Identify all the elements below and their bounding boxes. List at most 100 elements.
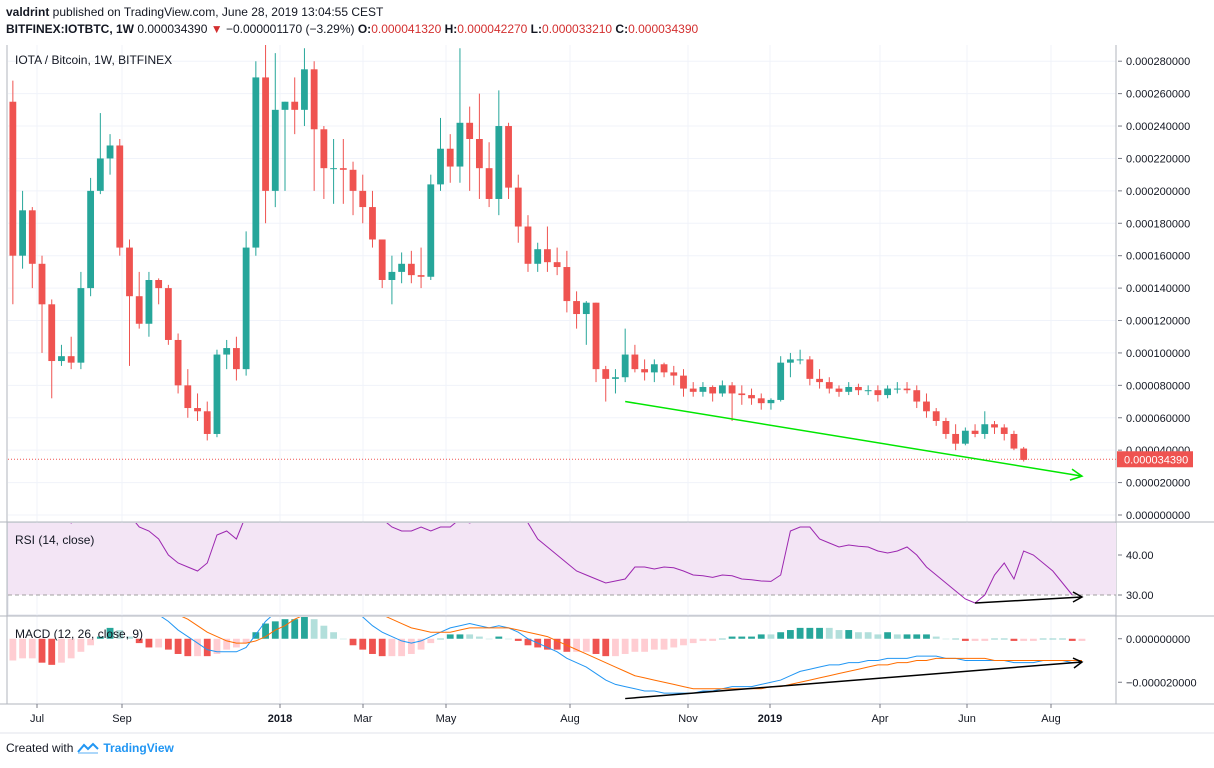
macd-histogram-bar <box>835 630 843 639</box>
time-axis-label: 2018 <box>268 713 292 725</box>
macd-histogram-bar <box>680 638 687 646</box>
symbol-line: BITFINEX:IOTBTC, 1W 0.000034390 ▼ −0.000… <box>6 21 1206 38</box>
macd-histogram-bar <box>475 636 483 639</box>
price-axis-label: 0.000180000 <box>1126 218 1190 230</box>
macd-divergence-arrowhead <box>1072 657 1084 669</box>
candle-up <box>106 145 114 159</box>
price-axis-label: 0.000240000 <box>1126 121 1190 133</box>
last-price-tag-label: 0.000034390 <box>1124 454 1188 466</box>
price-axis-label: 0.000120000 <box>1126 316 1190 328</box>
macd-histogram-bar <box>446 634 454 639</box>
macd-histogram-bar <box>582 638 590 652</box>
candle-up <box>621 354 629 378</box>
macd-histogram-bar <box>514 638 522 641</box>
macd-histogram-bar <box>310 619 318 639</box>
candle-down <box>806 359 814 379</box>
candle-up <box>437 148 444 185</box>
candle-down <box>816 378 823 383</box>
macd-histogram-bar <box>427 638 435 644</box>
macd-histogram-bar <box>660 638 668 650</box>
time-axis-label: 2019 <box>758 713 782 725</box>
candle-down <box>602 369 610 379</box>
price-axis-label: 0.000140000 <box>1126 283 1190 295</box>
candle-up <box>145 280 153 324</box>
candle-down <box>417 275 425 277</box>
candle-down <box>952 433 960 444</box>
candle-down <box>407 263 415 276</box>
candle-down <box>757 398 765 404</box>
footer: Created with TradingView <box>6 741 174 755</box>
candle-down <box>641 369 649 373</box>
candle-down <box>262 77 269 191</box>
price-axis-label: 0.000220000 <box>1126 153 1190 165</box>
candle-down <box>485 168 493 199</box>
candle-down <box>194 408 201 412</box>
candle-down <box>709 386 717 394</box>
macd-histogram-bar <box>398 638 406 657</box>
macd-histogram-bar <box>281 619 289 639</box>
time-axis-label: Sep <box>112 713 132 725</box>
macd-histogram-bar <box>631 638 639 652</box>
macd-histogram-bar <box>252 632 260 639</box>
candle-down <box>728 385 736 394</box>
macd-histogram-bar <box>709 638 717 641</box>
macd-histogram-bar <box>106 627 114 639</box>
macd-histogram-bar <box>650 638 658 650</box>
author-name[interactable]: valdrint <box>6 5 50 19</box>
price-axis-label: 0.000000000 <box>1126 510 1190 522</box>
macd-histogram-bar <box>738 636 746 639</box>
macd-histogram-bar <box>923 634 930 639</box>
chart-header: valdrint published on TradingView.com, J… <box>6 4 1206 40</box>
candle-down <box>932 411 940 421</box>
tradingview-brand[interactable]: TradingView <box>103 741 174 755</box>
macd-histogram-bar <box>884 632 891 639</box>
candle-down <box>1020 448 1028 460</box>
macd-histogram-bar <box>320 625 328 639</box>
macd-histogram-bar <box>718 638 726 640</box>
candle-up <box>699 386 707 392</box>
candle-down <box>913 390 921 402</box>
candle-up <box>884 388 891 396</box>
macd-histogram-bar <box>58 638 65 663</box>
macd-histogram-bar <box>505 638 512 640</box>
candle-up <box>388 271 396 280</box>
candle-down <box>971 430 979 434</box>
candle-up <box>582 302 590 315</box>
macd-histogram-bar <box>369 638 376 654</box>
macd-histogram-bar <box>174 638 182 654</box>
macd-histogram-bar <box>553 638 561 650</box>
macd-histogram-bar <box>1039 638 1047 640</box>
macd-histogram-bar <box>378 638 386 657</box>
publish-line: valdrint published on TradingView.com, J… <box>6 4 1206 21</box>
macd-histogram-bar <box>466 634 474 639</box>
macd-histogram-bar <box>417 638 425 650</box>
candle-down <box>825 382 833 389</box>
macd-histogram-bar <box>145 638 153 648</box>
macd-histogram-bar <box>330 632 337 639</box>
price-trendline <box>625 400 1083 477</box>
price-change: −0.000001170 (−3.29%) <box>222 22 355 36</box>
last-price-tag <box>1117 451 1193 468</box>
candle-down <box>592 302 600 370</box>
time-axis-label: May <box>436 713 457 725</box>
high-value: 0.000042270 <box>457 22 528 36</box>
macd-histogram-bar <box>77 638 85 652</box>
macd-histogram-bar <box>223 638 231 650</box>
candle-down <box>369 207 376 240</box>
macd-histogram-bar <box>787 630 794 639</box>
macd-histogram-bar <box>1049 638 1057 640</box>
macd-histogram-bar <box>19 638 26 659</box>
macd-histogram-bar <box>213 638 221 654</box>
candle-down <box>631 354 639 370</box>
low-label: L: <box>527 22 543 36</box>
candle-up <box>534 249 542 264</box>
close-value: 0.000034390 <box>628 22 699 36</box>
macd-histogram-bar <box>1078 638 1086 641</box>
macd-histogram-bar <box>407 638 415 654</box>
candle-up <box>767 399 775 404</box>
macd-histogram-bar <box>961 638 969 641</box>
macd-histogram-bar <box>592 638 600 654</box>
macd-pane-title: MACD (12, 26, close, 9) <box>15 627 143 641</box>
candle-up <box>456 122 464 167</box>
